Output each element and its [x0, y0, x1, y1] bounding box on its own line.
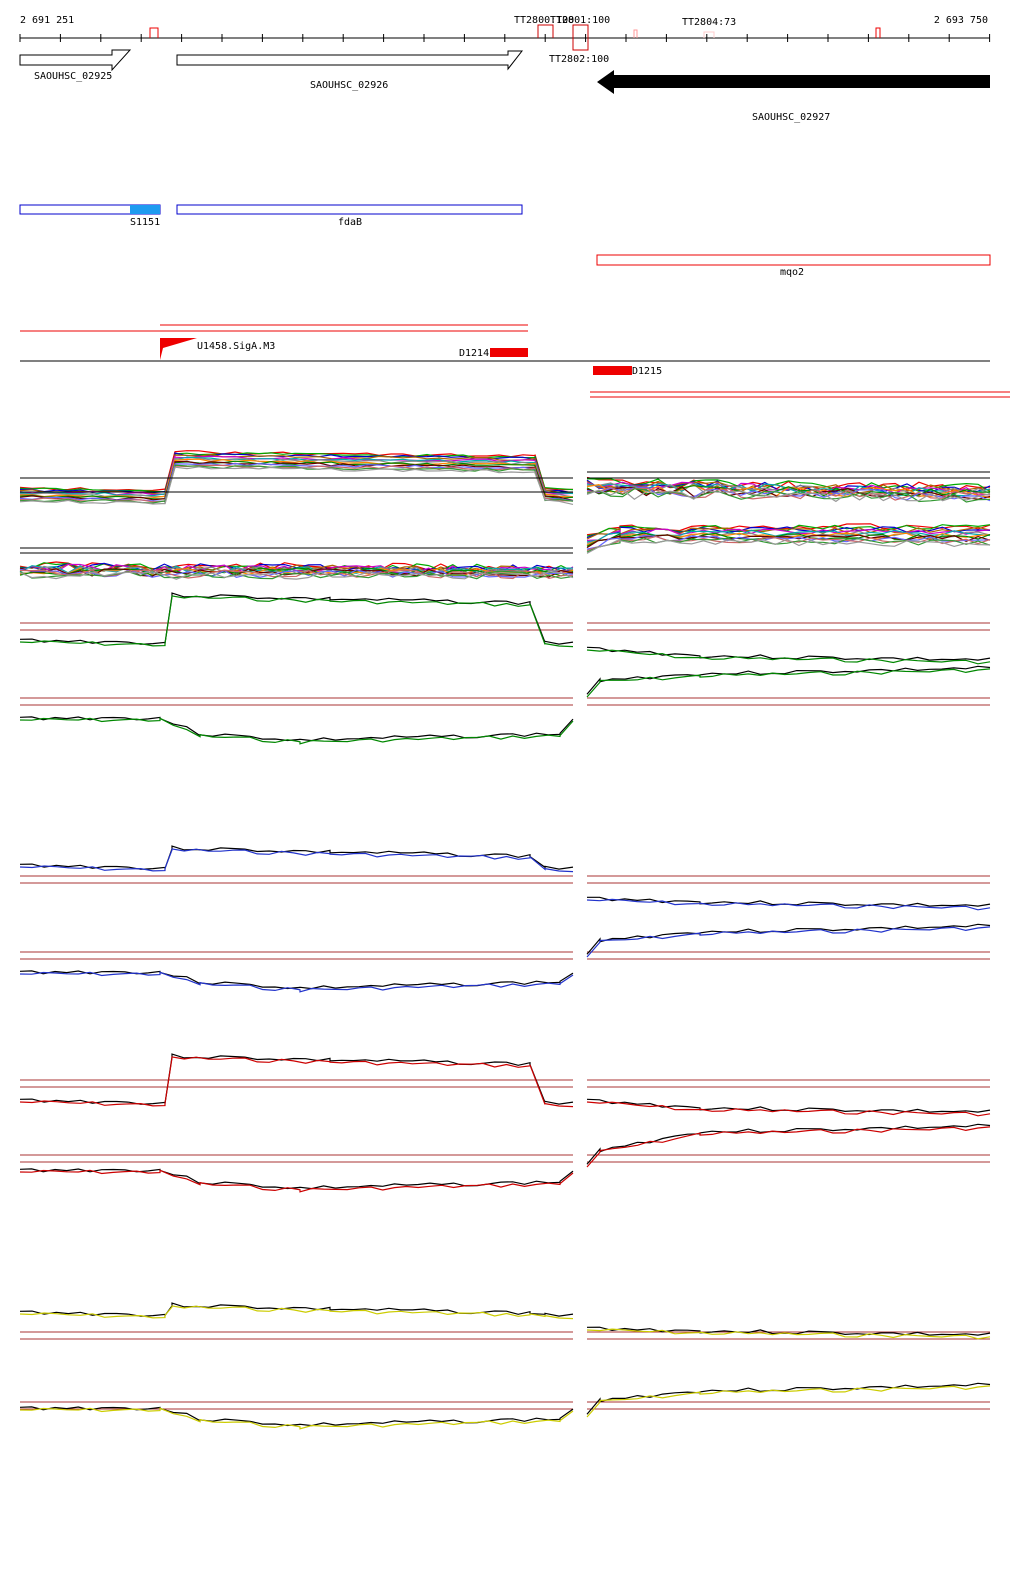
gene-label: SAOUHSC_02925	[34, 71, 112, 82]
expression-trace	[586, 526, 991, 540]
expression-trace	[19, 848, 574, 873]
expression-trace	[586, 649, 991, 665]
expression-trace	[586, 488, 991, 503]
feature-box	[596, 254, 991, 266]
expression-trace	[19, 592, 574, 645]
expression-trace	[19, 1168, 574, 1190]
expression-trace	[19, 462, 574, 503]
expression-trace	[19, 845, 574, 870]
expression-trace	[586, 532, 991, 547]
ruler-end: 2 693 750	[934, 15, 988, 26]
expression-trace	[19, 1302, 574, 1318]
expression-trace	[586, 534, 991, 549]
expression-trace	[586, 926, 991, 958]
gene-label: SAOUHSC_02926	[310, 80, 388, 91]
feature-box	[176, 204, 523, 215]
expression-trace	[586, 537, 991, 553]
expression-trace	[586, 1382, 991, 1415]
expression-trace	[19, 1406, 574, 1427]
expression-trace	[19, 595, 574, 648]
expression-trace	[586, 1126, 991, 1168]
marker-label: TT2804:73	[682, 17, 736, 28]
gene-arrow	[176, 50, 524, 71]
expression-trace	[19, 717, 574, 745]
expression-trace	[586, 1385, 991, 1418]
expression-trace	[19, 568, 574, 579]
promoter-flag	[160, 338, 197, 360]
expression-trace	[19, 1305, 574, 1320]
expression-trace	[19, 460, 574, 500]
expression-trace	[586, 538, 991, 554]
terminator-label: D1215	[632, 366, 662, 377]
expression-trace	[19, 971, 574, 993]
gene-arrow	[597, 70, 990, 94]
marker	[149, 27, 159, 38]
expression-trace	[19, 570, 574, 580]
expression-tracks	[19, 450, 991, 1430]
gene-label: SAOUHSC_02927	[752, 112, 830, 123]
expression-trace	[19, 571, 574, 580]
expression-trace	[586, 923, 991, 955]
expression-trace	[19, 466, 574, 505]
expression-trace	[19, 1407, 574, 1430]
expression-trace	[586, 898, 991, 911]
feature-box	[130, 205, 160, 214]
expression-trace	[586, 665, 991, 695]
expression-trace	[19, 567, 574, 577]
expression-trace	[586, 668, 991, 698]
expression-trace	[19, 1053, 574, 1105]
marker-label: TT2802:100	[549, 54, 609, 65]
marker-label: TT2801:100	[550, 15, 610, 26]
expression-trace	[19, 970, 574, 990]
expression-trace	[586, 1328, 991, 1340]
marker	[633, 29, 638, 38]
expression-trace	[19, 569, 574, 580]
expression-trace	[586, 529, 991, 543]
marker	[875, 27, 881, 38]
feature-label: S1151	[130, 217, 160, 228]
terminator	[593, 366, 632, 375]
gene-arrow	[19, 49, 132, 72]
expression-trace	[586, 1101, 991, 1117]
feature-label: mqo2	[780, 267, 804, 278]
feature-label: fdaB	[338, 217, 362, 228]
expression-trace	[19, 450, 574, 492]
expression-trace	[19, 1169, 574, 1193]
marker	[537, 24, 554, 38]
terminator-label: D1214	[459, 348, 489, 359]
marker-label: TT2800:100	[514, 15, 574, 26]
ruler-start: 2 691 251	[20, 15, 74, 26]
marker	[703, 31, 715, 38]
expression-trace	[19, 1056, 574, 1108]
ruler	[19, 34, 991, 42]
terminator	[490, 348, 528, 357]
promoter-label: U1458.SigA.M3	[197, 341, 275, 352]
expression-trace	[19, 716, 574, 742]
expression-trace	[586, 534, 991, 550]
marker	[572, 24, 589, 51]
